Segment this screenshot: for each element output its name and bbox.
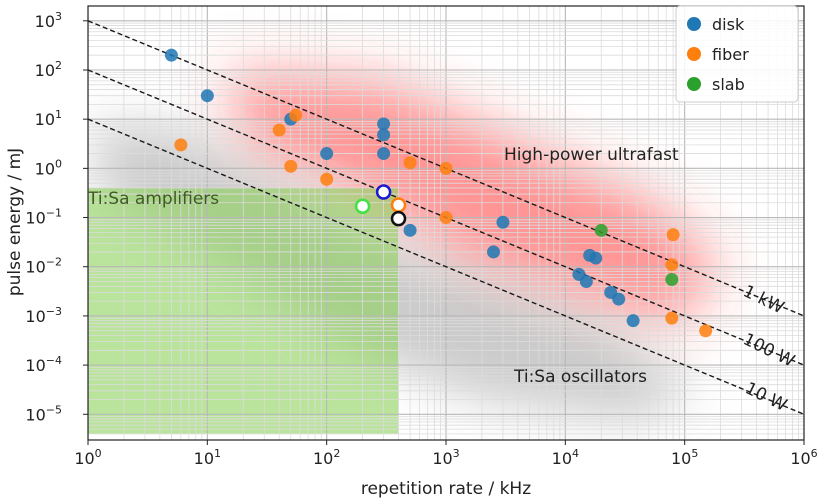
y-tick-label: 10−1	[25, 207, 62, 228]
highlighted-point	[390, 197, 407, 213]
data-point-disk	[377, 128, 391, 142]
y-tick-label: 10−4	[25, 354, 62, 375]
data-point-fiber	[665, 258, 679, 272]
data-point-disk	[377, 117, 391, 131]
data-point-disk	[589, 251, 603, 265]
y-tick-label: 103	[35, 10, 62, 31]
y-tick-label: 10−3	[25, 305, 62, 326]
data-points	[164, 48, 713, 338]
data-point-disk	[200, 89, 214, 103]
data-point-fiber	[699, 324, 713, 338]
y-tick-label: 10−5	[25, 403, 62, 424]
data-point-fiber	[666, 228, 680, 242]
data-point-disk	[377, 147, 391, 161]
x-tick-label: 101	[194, 447, 221, 468]
data-point-fiber	[439, 161, 453, 175]
power-line-label-10w: 10 W	[742, 379, 790, 416]
y-tick-label: 102	[35, 59, 62, 80]
legend-label-disk: disk	[712, 15, 745, 34]
highlighted-point	[354, 198, 371, 214]
x-tick-label: 104	[552, 447, 579, 468]
data-point-disk	[403, 223, 417, 237]
region-label-amplifiers: Ti:Sa amplifiers	[87, 189, 219, 209]
data-point-disk	[626, 314, 640, 328]
x-tick-label: 105	[671, 447, 698, 468]
y-tick-label: 10−2	[25, 256, 62, 277]
gridlines	[88, 6, 804, 440]
data-point-disk	[612, 292, 626, 306]
data-point-slab	[594, 223, 608, 237]
data-point-fiber	[403, 156, 417, 170]
data-point-disk	[164, 48, 178, 62]
legend-marker-disk	[687, 17, 701, 31]
data-point-fiber	[174, 138, 188, 152]
legend: disk fiber slab	[675, 5, 799, 103]
data-point-fiber	[272, 123, 286, 137]
legend-marker-fiber	[687, 47, 701, 61]
data-point-fiber	[320, 172, 334, 186]
data-point-fiber	[289, 108, 303, 122]
power-line-label-1kw: 1 kW	[740, 282, 787, 319]
data-point-fiber	[665, 311, 679, 325]
data-point-slab	[665, 272, 679, 286]
data-point-fiber	[439, 211, 453, 225]
legend-marker-slab	[687, 77, 701, 91]
data-point-disk	[579, 275, 593, 289]
x-axis-title: repetition rate / kHz	[361, 479, 531, 499]
highlighted-point	[375, 184, 392, 200]
data-point-disk	[486, 245, 500, 259]
data-point-disk	[496, 215, 510, 229]
x-tick-label: 102	[313, 447, 340, 468]
region-label-oscillators: Ti:Sa oscillators	[513, 367, 647, 387]
power-line-2	[88, 118, 804, 415]
x-tick-label: 103	[432, 447, 459, 468]
x-tick-label: 106	[790, 447, 817, 468]
legend-box	[675, 5, 799, 103]
axes: 100 101 102 103 104 105 106 10−5 10−4 10−3 10−2 10−…	[25, 5, 818, 468]
legend-label-fiber: fiber	[712, 45, 749, 64]
highlighted-point	[390, 210, 407, 227]
data-point-disk	[320, 147, 334, 161]
legend-label-slab: slab	[712, 75, 745, 94]
x-tick-label: 100	[74, 447, 101, 468]
data-point-fiber	[284, 159, 298, 173]
region-label-high-power: High-power ultrafast	[504, 145, 679, 165]
y-tick-label: 101	[35, 108, 62, 129]
y-tick-label: 100	[35, 157, 62, 178]
y-axis-title: pulse energy / mJ	[5, 148, 25, 296]
